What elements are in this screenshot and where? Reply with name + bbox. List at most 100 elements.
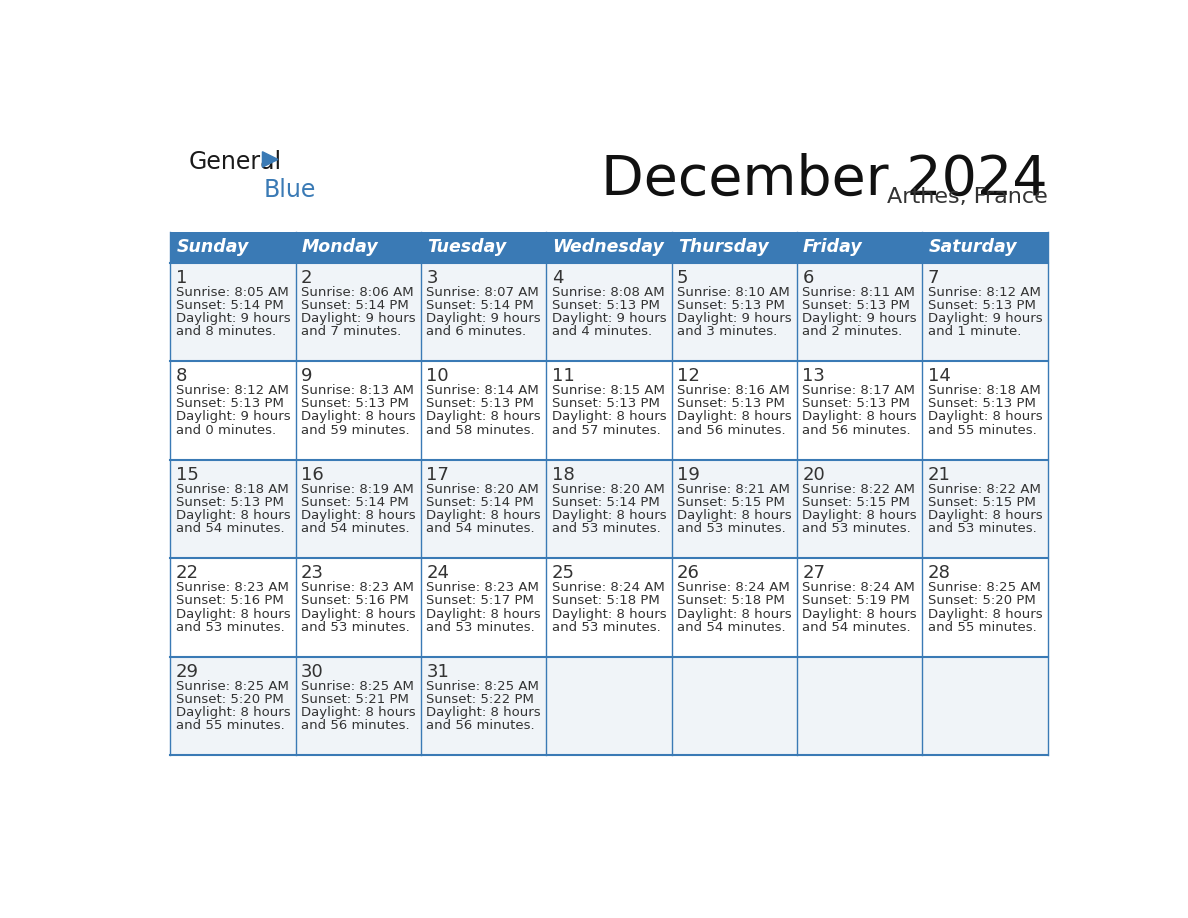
Text: and 54 minutes.: and 54 minutes. bbox=[301, 522, 410, 535]
Text: Sunrise: 8:18 AM: Sunrise: 8:18 AM bbox=[928, 385, 1041, 397]
Text: Daylight: 9 hours: Daylight: 9 hours bbox=[551, 312, 666, 325]
Text: Sunset: 5:17 PM: Sunset: 5:17 PM bbox=[426, 595, 535, 608]
Text: and 56 minutes.: and 56 minutes. bbox=[301, 719, 410, 733]
Text: and 53 minutes.: and 53 minutes. bbox=[677, 522, 785, 535]
Text: 10: 10 bbox=[426, 367, 449, 386]
Text: 30: 30 bbox=[301, 663, 323, 681]
Text: Sunrise: 8:25 AM: Sunrise: 8:25 AM bbox=[301, 680, 413, 693]
Text: Sunset: 5:14 PM: Sunset: 5:14 PM bbox=[176, 299, 284, 312]
Text: 15: 15 bbox=[176, 466, 198, 484]
Text: Daylight: 8 hours: Daylight: 8 hours bbox=[802, 608, 917, 621]
Text: Daylight: 9 hours: Daylight: 9 hours bbox=[176, 410, 290, 423]
Text: Sunrise: 8:05 AM: Sunrise: 8:05 AM bbox=[176, 285, 289, 298]
Text: Sunset: 5:22 PM: Sunset: 5:22 PM bbox=[426, 693, 535, 706]
Text: and 56 minutes.: and 56 minutes. bbox=[802, 423, 911, 437]
Text: and 53 minutes.: and 53 minutes. bbox=[176, 621, 284, 633]
Text: Sunrise: 8:12 AM: Sunrise: 8:12 AM bbox=[928, 285, 1041, 298]
Text: 5: 5 bbox=[677, 269, 688, 286]
Text: 11: 11 bbox=[551, 367, 574, 386]
Text: Sunset: 5:20 PM: Sunset: 5:20 PM bbox=[928, 595, 1036, 608]
Text: 31: 31 bbox=[426, 663, 449, 681]
Text: and 4 minutes.: and 4 minutes. bbox=[551, 325, 652, 338]
Text: Sunset: 5:18 PM: Sunset: 5:18 PM bbox=[677, 595, 785, 608]
Text: and 8 minutes.: and 8 minutes. bbox=[176, 325, 276, 338]
Text: Daylight: 8 hours: Daylight: 8 hours bbox=[677, 509, 791, 522]
Text: Daylight: 9 hours: Daylight: 9 hours bbox=[928, 312, 1042, 325]
Text: 29: 29 bbox=[176, 663, 198, 681]
Bar bbox=[170, 232, 296, 263]
Text: 6: 6 bbox=[802, 269, 814, 286]
Text: Daylight: 8 hours: Daylight: 8 hours bbox=[176, 706, 290, 719]
Text: Sunrise: 8:20 AM: Sunrise: 8:20 AM bbox=[426, 483, 539, 496]
Text: 18: 18 bbox=[551, 466, 574, 484]
Text: and 54 minutes.: and 54 minutes. bbox=[677, 621, 785, 633]
Text: Sunrise: 8:22 AM: Sunrise: 8:22 AM bbox=[928, 483, 1041, 496]
Text: Sunrise: 8:08 AM: Sunrise: 8:08 AM bbox=[551, 285, 664, 298]
Text: Sunrise: 8:11 AM: Sunrise: 8:11 AM bbox=[802, 285, 915, 298]
Bar bbox=[170, 361, 1048, 460]
Text: Sunrise: 8:24 AM: Sunrise: 8:24 AM bbox=[551, 581, 664, 594]
Text: 24: 24 bbox=[426, 565, 449, 582]
Text: Thursday: Thursday bbox=[677, 238, 769, 256]
Text: Sunrise: 8:17 AM: Sunrise: 8:17 AM bbox=[802, 385, 915, 397]
Text: Sunrise: 8:06 AM: Sunrise: 8:06 AM bbox=[301, 285, 413, 298]
Bar bbox=[421, 232, 546, 263]
Text: Daylight: 8 hours: Daylight: 8 hours bbox=[551, 410, 666, 423]
Text: 23: 23 bbox=[301, 565, 324, 582]
Text: 20: 20 bbox=[802, 466, 824, 484]
Text: and 7 minutes.: and 7 minutes. bbox=[301, 325, 402, 338]
Text: 28: 28 bbox=[928, 565, 950, 582]
Bar bbox=[671, 232, 797, 263]
Text: Sunset: 5:13 PM: Sunset: 5:13 PM bbox=[176, 397, 284, 410]
Text: Sunrise: 8:23 AM: Sunrise: 8:23 AM bbox=[301, 581, 413, 594]
Text: Daylight: 8 hours: Daylight: 8 hours bbox=[176, 608, 290, 621]
Text: 14: 14 bbox=[928, 367, 950, 386]
Text: 22: 22 bbox=[176, 565, 198, 582]
Text: Sunset: 5:16 PM: Sunset: 5:16 PM bbox=[301, 595, 409, 608]
Text: Sunrise: 8:25 AM: Sunrise: 8:25 AM bbox=[928, 581, 1041, 594]
Text: and 6 minutes.: and 6 minutes. bbox=[426, 325, 526, 338]
Text: 21: 21 bbox=[928, 466, 950, 484]
Text: General: General bbox=[189, 151, 282, 174]
Bar bbox=[170, 558, 1048, 657]
Text: Daylight: 9 hours: Daylight: 9 hours bbox=[301, 312, 416, 325]
Text: Sunset: 5:14 PM: Sunset: 5:14 PM bbox=[426, 299, 535, 312]
Text: and 55 minutes.: and 55 minutes. bbox=[928, 423, 1036, 437]
Text: Sunset: 5:20 PM: Sunset: 5:20 PM bbox=[176, 693, 284, 706]
Text: 3: 3 bbox=[426, 269, 438, 286]
Text: Sunrise: 8:24 AM: Sunrise: 8:24 AM bbox=[677, 581, 790, 594]
Bar bbox=[170, 460, 1048, 558]
Text: and 0 minutes.: and 0 minutes. bbox=[176, 423, 276, 437]
Text: Sunrise: 8:21 AM: Sunrise: 8:21 AM bbox=[677, 483, 790, 496]
Text: Sunrise: 8:12 AM: Sunrise: 8:12 AM bbox=[176, 385, 289, 397]
Text: Sunset: 5:15 PM: Sunset: 5:15 PM bbox=[928, 496, 1036, 509]
Text: Tuesday: Tuesday bbox=[426, 238, 506, 256]
Text: Sunrise: 8:20 AM: Sunrise: 8:20 AM bbox=[551, 483, 664, 496]
Text: Daylight: 9 hours: Daylight: 9 hours bbox=[176, 312, 290, 325]
Text: and 53 minutes.: and 53 minutes. bbox=[551, 621, 661, 633]
Text: Sunrise: 8:15 AM: Sunrise: 8:15 AM bbox=[551, 385, 664, 397]
Text: Sunday: Sunday bbox=[176, 238, 248, 256]
Text: Saturday: Saturday bbox=[928, 238, 1017, 256]
Text: 12: 12 bbox=[677, 367, 700, 386]
Text: Sunrise: 8:24 AM: Sunrise: 8:24 AM bbox=[802, 581, 915, 594]
Text: Sunset: 5:13 PM: Sunset: 5:13 PM bbox=[928, 299, 1036, 312]
Text: Daylight: 8 hours: Daylight: 8 hours bbox=[426, 410, 541, 423]
Text: and 54 minutes.: and 54 minutes. bbox=[802, 621, 911, 633]
Text: Daylight: 8 hours: Daylight: 8 hours bbox=[301, 608, 416, 621]
Text: Daylight: 8 hours: Daylight: 8 hours bbox=[301, 509, 416, 522]
Text: Daylight: 8 hours: Daylight: 8 hours bbox=[176, 509, 290, 522]
Text: Daylight: 8 hours: Daylight: 8 hours bbox=[426, 509, 541, 522]
Bar bbox=[922, 232, 1048, 263]
Text: Daylight: 8 hours: Daylight: 8 hours bbox=[301, 706, 416, 719]
Text: Sunrise: 8:18 AM: Sunrise: 8:18 AM bbox=[176, 483, 289, 496]
Text: Daylight: 8 hours: Daylight: 8 hours bbox=[551, 509, 666, 522]
Text: Sunset: 5:15 PM: Sunset: 5:15 PM bbox=[677, 496, 785, 509]
Text: and 53 minutes.: and 53 minutes. bbox=[551, 522, 661, 535]
Text: Sunset: 5:15 PM: Sunset: 5:15 PM bbox=[802, 496, 910, 509]
Text: Sunset: 5:13 PM: Sunset: 5:13 PM bbox=[677, 299, 785, 312]
Text: Wednesday: Wednesday bbox=[552, 238, 664, 256]
Polygon shape bbox=[263, 151, 278, 167]
Text: 9: 9 bbox=[301, 367, 312, 386]
Text: 7: 7 bbox=[928, 269, 939, 286]
